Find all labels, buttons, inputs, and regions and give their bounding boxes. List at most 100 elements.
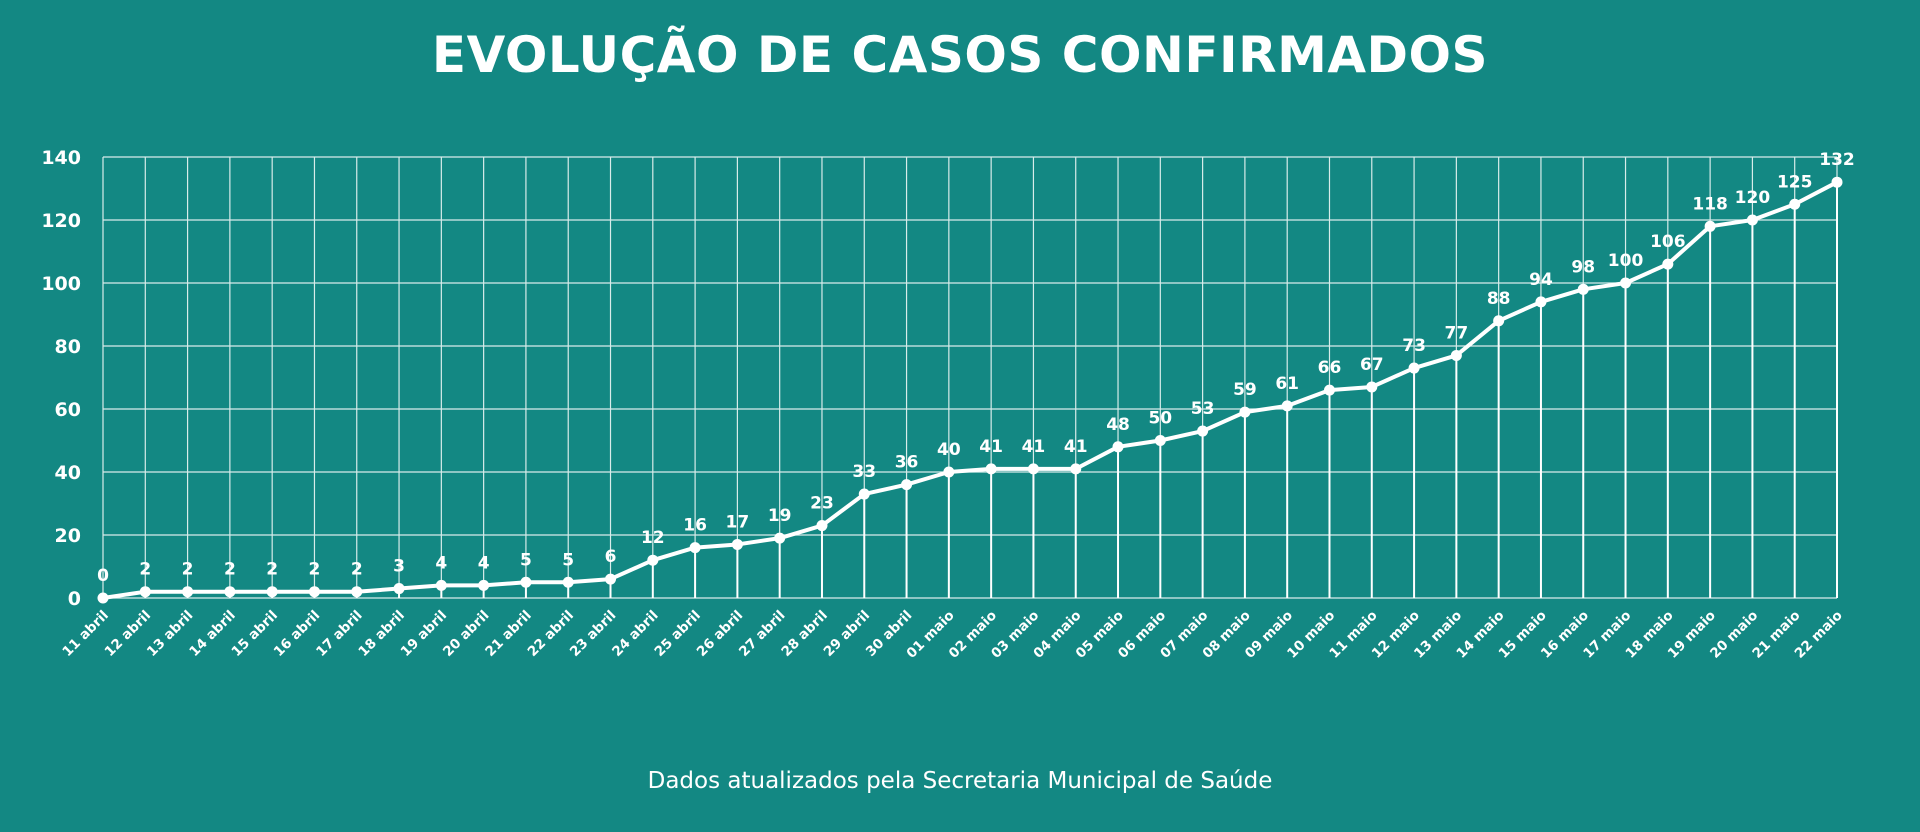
data-point: [1746, 214, 1758, 226]
y-tick-label: 80: [55, 336, 81, 358]
data-point: [985, 463, 997, 475]
y-tick-label: 120: [41, 210, 81, 232]
data-point: [605, 573, 617, 585]
data-label: 2: [309, 560, 321, 580]
data-label: 41: [979, 437, 1003, 457]
data-label: 33: [852, 462, 876, 482]
data-point: [435, 579, 447, 591]
data-label: 77: [1445, 323, 1469, 343]
data-point: [351, 586, 363, 598]
y-tick-label: 100: [41, 273, 81, 295]
data-point: [1577, 283, 1589, 295]
data-label: 2: [182, 560, 194, 580]
data-point: [520, 576, 532, 588]
data-point: [1662, 258, 1674, 270]
data-point: [1366, 381, 1378, 393]
data-point: [1281, 400, 1293, 412]
data-point: [1831, 176, 1843, 188]
y-tick-label: 20: [55, 525, 81, 547]
data-label: 41: [1064, 437, 1088, 457]
data-point: [1408, 362, 1420, 374]
data-point: [1323, 384, 1335, 396]
data-label: 120: [1735, 188, 1771, 208]
data-point: [1239, 406, 1251, 418]
data-label: 19: [768, 506, 792, 526]
data-label: 106: [1650, 232, 1686, 252]
data-point: [266, 586, 278, 598]
data-point: [1704, 220, 1716, 232]
data-label: 41: [1022, 437, 1046, 457]
y-tick-label: 0: [68, 588, 81, 610]
data-point: [224, 586, 236, 598]
data-label: 17: [726, 512, 750, 532]
data-label: 61: [1275, 374, 1299, 394]
data-label: 16: [683, 516, 707, 536]
data-point: [1197, 425, 1209, 437]
y-tick-label: 40: [55, 462, 81, 484]
y-tick-label: 140: [41, 147, 81, 169]
data-point: [393, 583, 405, 595]
data-point: [97, 592, 109, 604]
data-label: 5: [520, 550, 532, 570]
data-point: [1620, 277, 1632, 289]
data-point: [858, 488, 870, 500]
data-label: 98: [1571, 257, 1595, 277]
chart-title: EVOLUÇÃO DE CASOS CONFIRMADOS: [431, 26, 1489, 84]
data-point: [139, 586, 151, 598]
data-point: [562, 576, 574, 588]
data-point: [1027, 463, 1039, 475]
data-label: 36: [895, 453, 919, 473]
data-point: [943, 466, 955, 478]
data-label: 2: [224, 560, 236, 580]
grid: [102, 156, 1838, 599]
data-label: 50: [1148, 409, 1172, 429]
data-label: 3: [393, 557, 405, 577]
data-label: 88: [1487, 289, 1511, 309]
data-point: [774, 532, 786, 544]
data-point: [1789, 198, 1801, 210]
data-label: 125: [1777, 172, 1813, 192]
data-point: [647, 554, 659, 566]
data-label: 2: [139, 560, 151, 580]
data-points: [97, 176, 1843, 604]
data-label: 53: [1191, 399, 1215, 419]
series-path: [102, 180, 1838, 600]
data-point: [816, 520, 828, 532]
data-label: 4: [435, 553, 447, 573]
data-label: 73: [1402, 336, 1426, 356]
data-label: 66: [1318, 358, 1342, 378]
y-tick-label: 60: [55, 399, 81, 421]
footnote: Dados atualizados pela Secretaria Munici…: [647, 768, 1273, 794]
drop-lines: [144, 182, 1838, 598]
data-label: 48: [1106, 415, 1130, 435]
data-label: 67: [1360, 355, 1384, 375]
data-label: 59: [1233, 380, 1257, 400]
data-point: [1450, 349, 1462, 361]
data-point: [308, 586, 320, 598]
data-point: [1535, 296, 1547, 308]
data-label: 4: [478, 553, 490, 573]
data-point: [1070, 463, 1082, 475]
data-label: 0: [97, 566, 109, 586]
data-label: 100: [1608, 251, 1644, 271]
data-label: 132: [1819, 150, 1855, 170]
data-label: 40: [937, 440, 961, 460]
data-label: 12: [641, 528, 665, 548]
data-point: [689, 542, 701, 554]
data-label: 118: [1692, 194, 1728, 214]
data-label: 94: [1529, 270, 1553, 290]
data-point: [1154, 435, 1166, 446]
data-point: [731, 538, 743, 550]
series-line: [102, 180, 1838, 600]
data-point: [478, 579, 490, 591]
data-label: 23: [810, 494, 834, 514]
data-label: 2: [266, 560, 278, 580]
data-label: 6: [605, 547, 617, 567]
data-label: 2: [351, 560, 363, 580]
data-point: [901, 479, 913, 491]
data-label: 5: [562, 550, 574, 570]
